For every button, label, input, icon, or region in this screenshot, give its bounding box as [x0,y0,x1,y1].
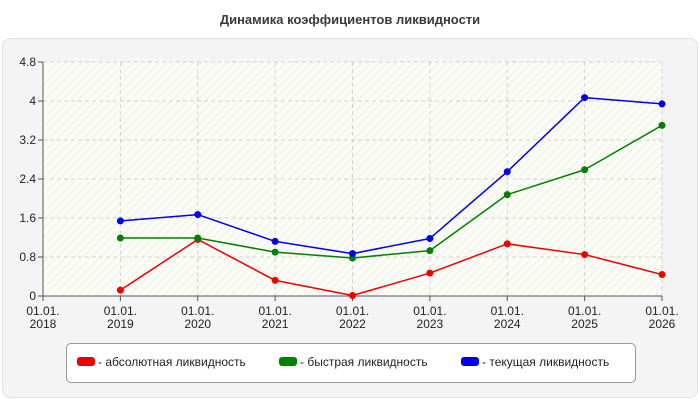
series-line-0 [119,238,663,297]
data-point-2 [194,211,202,219]
data-point-2 [349,250,356,258]
y-tick-label: 3.2 [19,133,36,147]
data-point-1 [658,121,666,129]
x-tick-label: 2023 [417,317,444,331]
legend-item-current: - текущая ликвидность [461,355,609,369]
data-point-2 [116,217,124,225]
legend-swatch-current [461,357,479,367]
data-point-2 [271,237,279,245]
legend-swatch-absolute [77,357,95,367]
y-tick-label: 4.8 [19,55,36,69]
x-tick-label: 01.01. [413,304,446,318]
series-line-1 [120,124,663,259]
data-point-1 [271,248,279,256]
data-point-0 [271,276,279,284]
x-tick-label: 01.01. [568,304,601,318]
legend-swatch-quick [279,357,297,367]
legend-label-current: - текущая ликвидность [482,355,610,369]
data-point-0 [503,240,511,248]
data-point-0 [581,251,589,259]
data-point-1 [581,166,589,174]
data-point-1 [194,234,202,242]
x-tick-label: 2021 [262,317,289,331]
data-point-2 [426,234,434,242]
data-point-2 [658,100,666,108]
y-tick-label: 0 [29,289,36,303]
x-tick-label: 01.01. [104,304,137,318]
data-point-1 [116,234,124,242]
legend: - абсолютная ликвидность - быстрая ликви… [66,343,636,383]
x-tick-label: 2019 [107,317,134,331]
y-tick-label: 2.4 [19,172,36,186]
data-point-0 [426,269,434,277]
x-tick-label: 01.01. [645,304,678,318]
x-tick-label: 2022 [339,317,366,331]
series-line-2 [120,96,663,255]
y-tick-label: 0.8 [19,250,36,264]
x-tick-label: 01.01. [491,304,524,318]
x-tick-label: 2020 [184,317,211,331]
data-point-1 [426,247,434,255]
legend-item-absolute: - абсолютная ликвидность [77,355,246,369]
data-point-0 [349,292,356,300]
data-point-2 [581,94,589,102]
legend-label-absolute: - абсолютная ликвидность [98,355,246,369]
x-tick-label: 01.01. [181,304,214,318]
x-tick-label: 2025 [571,317,598,331]
x-tick-label: 2026 [649,317,676,331]
x-tick-label: 2024 [494,317,521,331]
data-point-0 [658,271,666,279]
legend-item-quick: - быстрая ликвидность [279,355,428,369]
x-tick-label: 01.01. [26,304,59,318]
x-tick-label: 01.01. [336,304,369,318]
chart-title: Динамика коэффициентов ликвидности [219,12,481,27]
y-tick-label: 4 [29,94,36,108]
data-point-2 [503,168,511,176]
x-tick-label: 2018 [30,317,57,331]
data-point-0 [116,286,124,294]
legend-label-quick: - быстрая ликвидность [300,355,428,369]
y-tick-label: 1.6 [19,211,36,225]
data-point-1 [503,191,511,199]
x-tick-label: 01.01. [258,304,291,318]
